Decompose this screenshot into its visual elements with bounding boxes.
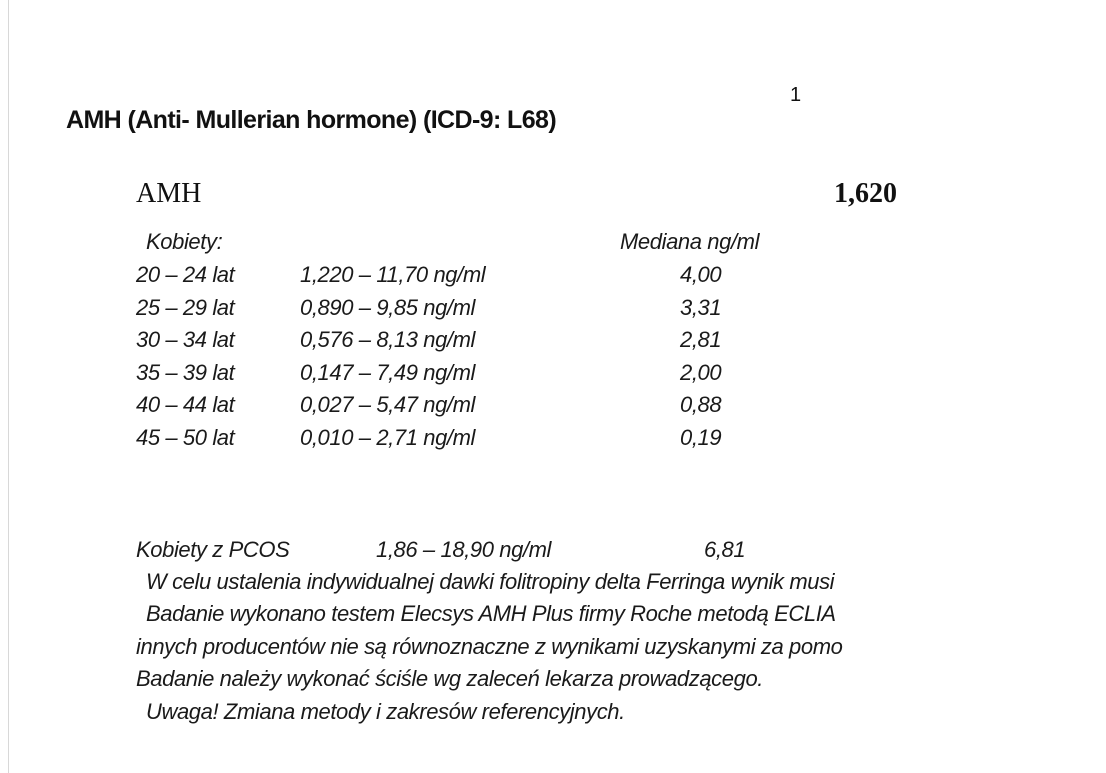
row-median: 4,00: [680, 262, 722, 287]
note-line: innych producentów nie są równoznaczne z…: [136, 634, 843, 659]
row-median: 2,00: [680, 359, 722, 385]
note-line: Badanie wykonano testem Elecsys AMH Plus…: [146, 601, 836, 626]
row-age: 20 – 24 lat: [136, 262, 235, 287]
row-age: 25 – 29 lat: [136, 294, 235, 320]
row-range: 0,010 – 2,71 ng/ml: [300, 424, 476, 450]
row-range: 0,576 – 8,13 ng/ml: [300, 327, 476, 352]
row-range: 0,890 – 9,85 ng/ml: [300, 294, 476, 320]
row-median: 3,31: [680, 294, 722, 320]
row-median: 0,19: [680, 424, 722, 450]
pcos-label: Kobiety z PCOS: [136, 537, 290, 562]
row-range: 1,220 – 11,70 ng/ml: [300, 262, 486, 287]
row-age: 35 – 39 lat: [136, 359, 235, 385]
page-edge: [8, 0, 9, 773]
group-label: Kobiety:: [146, 229, 223, 254]
row-age: 40 – 44 lat: [136, 392, 235, 417]
note-line: Badanie należy wykonać ściśle wg zaleceń…: [136, 666, 764, 691]
row-age: 45 – 50 lat: [136, 424, 235, 450]
row-age: 30 – 34 lat: [136, 327, 235, 352]
pcos-range: 1,86 – 18,90 ng/ml: [376, 537, 552, 562]
row-median: 2,81: [680, 327, 722, 352]
row-median: 0,88: [680, 392, 722, 417]
row-range: 0,027 – 5,47 ng/ml: [300, 392, 476, 417]
note-line: W celu ustalenia indywidualnej dawki fol…: [146, 569, 835, 594]
test-name: AMH: [136, 178, 202, 209]
test-result: 1,620: [834, 178, 897, 209]
page-title: AMH (Anti- Mullerian hormone) (ICD-9: L6…: [66, 106, 557, 134]
median-header: Mediana ng/ml: [620, 229, 760, 254]
footnote-mark: 1: [790, 84, 802, 106]
note-line: Uwaga! Zmiana metody i zakresów referenc…: [146, 699, 625, 724]
pcos-median: 6,81: [704, 537, 746, 562]
row-range: 0,147 – 7,49 ng/ml: [300, 359, 476, 385]
